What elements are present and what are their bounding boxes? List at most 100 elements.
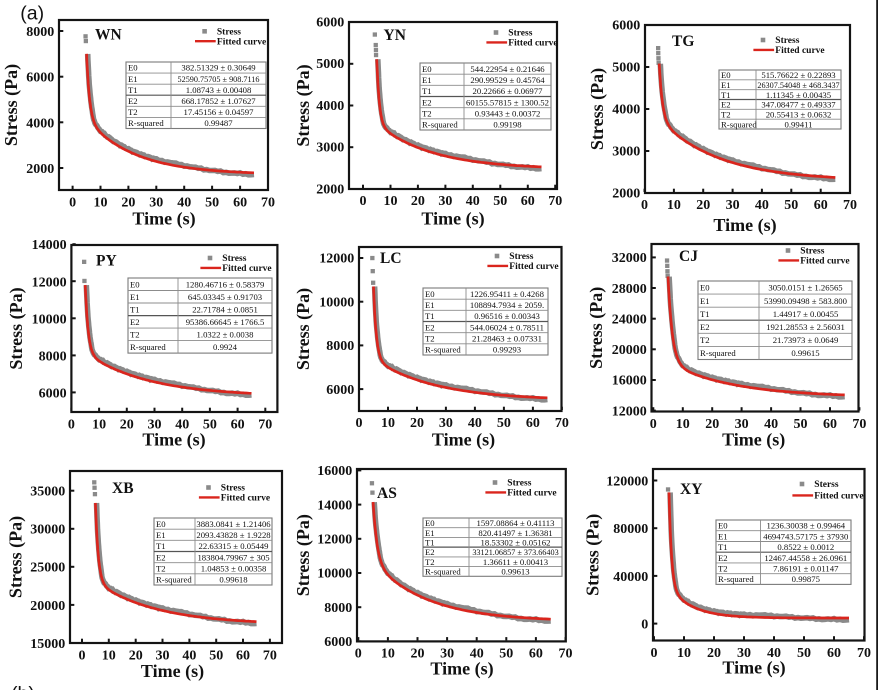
svg-text:20: 20 bbox=[120, 418, 134, 433]
svg-text:T2: T2 bbox=[425, 333, 435, 343]
svg-text:20.22666 ± 0.06977: 20.22666 ± 0.06977 bbox=[473, 86, 544, 96]
svg-text:18.53302 ± 0.05162: 18.53302 ± 0.05162 bbox=[481, 538, 551, 548]
svg-text:3883.0841 ± 1.21406: 3883.0841 ± 1.21406 bbox=[196, 519, 271, 529]
svg-text:Stress: Stress bbox=[775, 36, 799, 46]
svg-text:0.96516 ± 0.00343: 0.96516 ± 0.00343 bbox=[474, 311, 540, 321]
svg-text:Time (s): Time (s) bbox=[722, 430, 785, 451]
svg-text:0: 0 bbox=[651, 646, 658, 661]
svg-text:1.04853 ± 0.00358: 1.04853 ± 0.00358 bbox=[201, 564, 267, 574]
svg-text:60: 60 bbox=[236, 648, 250, 663]
svg-text:16000: 16000 bbox=[317, 464, 352, 479]
svg-text:T1: T1 bbox=[130, 305, 140, 315]
svg-text:70: 70 bbox=[555, 416, 569, 431]
svg-text:T2: T2 bbox=[718, 564, 728, 574]
svg-text:14000: 14000 bbox=[32, 238, 67, 253]
svg-text:Stress (Pa): Stress (Pa) bbox=[583, 514, 604, 596]
svg-text:T1: T1 bbox=[718, 542, 728, 552]
svg-text:E1: E1 bbox=[425, 300, 435, 310]
svg-text:2000: 2000 bbox=[612, 187, 640, 202]
svg-text:E1: E1 bbox=[721, 80, 731, 90]
svg-text:Time (s): Time (s) bbox=[421, 209, 484, 230]
svg-text:T1: T1 bbox=[700, 309, 710, 319]
svg-text:Stress: Stress bbox=[222, 254, 246, 264]
svg-text:52590.75705 ± 908.7116: 52590.75705 ± 908.7116 bbox=[178, 75, 260, 84]
svg-text:24000: 24000 bbox=[612, 313, 647, 328]
svg-text:0.99618: 0.99618 bbox=[219, 575, 248, 585]
svg-text:Time (s): Time (s) bbox=[432, 430, 495, 451]
svg-text:Fitted curve: Fitted curve bbox=[507, 489, 556, 499]
svg-text:30: 30 bbox=[439, 416, 453, 431]
svg-text:10: 10 bbox=[102, 648, 116, 663]
svg-text:3000: 3000 bbox=[316, 141, 344, 156]
svg-text:4000: 4000 bbox=[612, 103, 640, 118]
svg-text:T2: T2 bbox=[128, 107, 138, 117]
svg-text:12000: 12000 bbox=[319, 252, 354, 267]
svg-text:50: 50 bbox=[497, 416, 511, 431]
svg-text:PY: PY bbox=[96, 253, 117, 270]
svg-text:XB: XB bbox=[112, 480, 134, 497]
svg-text:515.76622 ± 0.22893: 515.76622 ± 0.22893 bbox=[761, 70, 835, 80]
svg-text:20: 20 bbox=[696, 198, 710, 213]
svg-text:60: 60 bbox=[521, 194, 535, 209]
svg-text:1.0322 ± 0.0038: 1.0322 ± 0.0038 bbox=[197, 330, 255, 340]
svg-text:20.55413 ± 0.0632: 20.55413 ± 0.0632 bbox=[766, 110, 832, 120]
svg-text:50: 50 bbox=[499, 647, 513, 662]
svg-text:30000: 30000 bbox=[30, 523, 65, 538]
svg-text:8000: 8000 bbox=[324, 601, 352, 616]
svg-text:R-squared: R-squared bbox=[700, 348, 736, 358]
svg-text:20: 20 bbox=[121, 196, 135, 211]
svg-text:668.17852 ± 1.07627: 668.17852 ± 1.07627 bbox=[181, 96, 256, 106]
svg-text:E2: E2 bbox=[128, 96, 138, 106]
svg-text:10: 10 bbox=[94, 196, 108, 211]
svg-text:108894.7934 ± 2059.: 108894.7934 ± 2059. bbox=[470, 300, 544, 310]
svg-text:R-squared: R-squared bbox=[721, 119, 757, 129]
svg-text:21.28463 ± 0.07331: 21.28463 ± 0.07331 bbox=[472, 333, 542, 343]
svg-text:5000: 5000 bbox=[612, 61, 640, 76]
svg-text:Stress: Stress bbox=[221, 484, 245, 494]
svg-text:80000: 80000 bbox=[613, 522, 648, 537]
svg-text:10: 10 bbox=[381, 647, 395, 662]
svg-text:E1: E1 bbox=[130, 292, 140, 302]
svg-text:30: 30 bbox=[148, 418, 162, 433]
svg-text:6000: 6000 bbox=[324, 635, 352, 650]
svg-text:40: 40 bbox=[764, 417, 778, 432]
svg-text:Stress (Pa): Stress (Pa) bbox=[5, 516, 26, 598]
svg-text:E0: E0 bbox=[721, 70, 731, 80]
svg-text:60: 60 bbox=[233, 196, 247, 211]
svg-text:T2: T2 bbox=[156, 564, 166, 574]
svg-text:7.86191 ± 0.01147: 7.86191 ± 0.01147 bbox=[773, 564, 839, 574]
svg-text:40: 40 bbox=[177, 196, 191, 211]
svg-text:R-squared: R-squared bbox=[156, 575, 192, 585]
svg-text:17.45156 ± 0.04597: 17.45156 ± 0.04597 bbox=[184, 107, 255, 117]
svg-text:T1: T1 bbox=[425, 311, 435, 321]
svg-text:Time (s): Time (s) bbox=[713, 215, 776, 236]
svg-text:22.71784 ± 0.0851: 22.71784 ± 0.0851 bbox=[192, 305, 258, 315]
svg-text:120000: 120000 bbox=[606, 474, 648, 489]
svg-text:15000: 15000 bbox=[30, 637, 65, 652]
svg-text:60: 60 bbox=[823, 417, 837, 432]
svg-text:E0: E0 bbox=[700, 283, 710, 293]
svg-text:E0: E0 bbox=[422, 64, 432, 74]
svg-text:12000: 12000 bbox=[317, 533, 352, 548]
svg-text:20: 20 bbox=[411, 194, 425, 209]
svg-text:1280.46716 ± 0.58379: 1280.46716 ± 0.58379 bbox=[186, 280, 265, 290]
svg-text:E2: E2 bbox=[718, 553, 728, 563]
svg-text:347.08477 ± 0.49337: 347.08477 ± 0.49337 bbox=[761, 100, 836, 110]
svg-text:20000: 20000 bbox=[30, 599, 65, 614]
svg-text:Stress (Pa): Stress (Pa) bbox=[6, 287, 27, 369]
svg-text:50: 50 bbox=[784, 198, 798, 213]
svg-text:25000: 25000 bbox=[30, 561, 65, 576]
svg-text:40: 40 bbox=[470, 647, 484, 662]
svg-text:Time (s): Time (s) bbox=[132, 209, 195, 230]
svg-text:6000: 6000 bbox=[316, 16, 344, 31]
svg-text:0.99198: 0.99198 bbox=[493, 120, 522, 130]
svg-text:14000: 14000 bbox=[317, 498, 352, 513]
svg-text:0.8522 ± 0.0012: 0.8522 ± 0.0012 bbox=[777, 542, 834, 552]
svg-text:30: 30 bbox=[156, 648, 170, 663]
svg-text:20: 20 bbox=[705, 417, 719, 432]
svg-text:382.51329 ± 0.30649: 382.51329 ± 0.30649 bbox=[181, 63, 255, 73]
svg-text:70: 70 bbox=[258, 418, 272, 433]
svg-text:16000: 16000 bbox=[612, 374, 647, 389]
svg-text:3000: 3000 bbox=[612, 145, 640, 160]
svg-text:12000: 12000 bbox=[612, 404, 647, 419]
